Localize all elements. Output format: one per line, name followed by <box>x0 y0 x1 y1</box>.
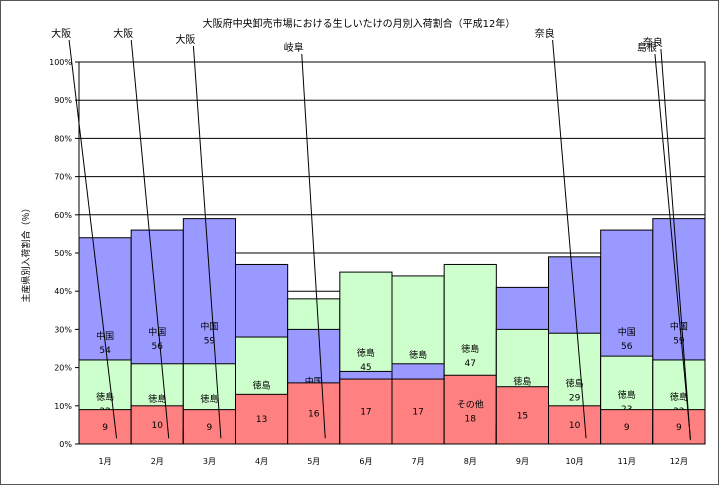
callout-label: 奈良 <box>535 27 555 40</box>
x-tick-label: 11月 <box>618 457 636 466</box>
y-tick-label: 20% <box>54 364 72 373</box>
segment-value-label: 9 <box>207 423 213 433</box>
segment-name-label: 徳島 <box>461 343 479 355</box>
bar-segment <box>391 378 445 445</box>
y-tick-label: 60% <box>54 211 72 220</box>
segment-value-label: 56 <box>152 342 164 352</box>
x-tick-label: 4月 <box>255 457 268 466</box>
chart-title: 大阪府中央卸売市場における生しいたけの月別入荷割合（平成12年） <box>203 17 516 30</box>
segment-value-label: 10 <box>152 421 164 431</box>
segment-name-label: 徳島 <box>566 378 584 390</box>
bar-segment <box>182 409 236 445</box>
segment-value-label: 29 <box>569 394 581 404</box>
segment-value-label: 18 <box>465 415 477 425</box>
segment-name-label: 徳島 <box>513 376 531 388</box>
segment-name-label: 中国 <box>96 330 114 342</box>
callout-leader <box>552 39 587 439</box>
callout-leader <box>660 48 691 441</box>
segment-value-label: 9 <box>102 423 108 433</box>
segment-name-label: 中国 <box>148 326 166 338</box>
callout-leader <box>130 39 170 439</box>
y-tick-label: 100% <box>49 58 72 67</box>
callout-leader <box>192 45 222 439</box>
y-tick-label: 50% <box>54 249 72 258</box>
segment-name-label: 徳島 <box>148 393 166 405</box>
y-tick-label: 80% <box>54 134 72 143</box>
segment-name-label: 徳島 <box>200 393 218 405</box>
segment-value-label: 54 <box>99 346 111 356</box>
y-tick-label: 0% <box>59 440 72 449</box>
segment-name-label: 徳島 <box>409 349 427 361</box>
bar-segment <box>339 378 393 445</box>
bar-segment <box>495 386 550 445</box>
segment-value-label: 16 <box>308 409 320 419</box>
callout-leader <box>301 53 326 439</box>
segment-name-label: 徳島 <box>253 380 271 392</box>
segment-name-label: 徳島 <box>357 347 375 359</box>
segment-value-label: 15 <box>517 411 528 421</box>
segment-value-label: 10 <box>569 421 581 431</box>
segment-name-label: 中国 <box>200 320 218 332</box>
x-tick-label: 9月 <box>516 457 529 466</box>
y-tick-label: 40% <box>54 287 72 296</box>
segment-name-label: 中国 <box>618 326 636 338</box>
plot-border <box>78 61 706 445</box>
x-tick-label: 7月 <box>412 457 425 466</box>
segment-value-label: 47 <box>465 359 476 369</box>
segment-value-label: 13 <box>256 415 267 425</box>
x-tick-label: 5月 <box>307 457 320 466</box>
x-tick-label: 12月 <box>670 457 688 466</box>
segment-name-label: 徳島 <box>96 391 114 403</box>
y-axis-label: 主産県別入荷割合（％） <box>20 203 32 302</box>
callout-label: 大阪 <box>175 33 195 46</box>
callout-leader <box>68 39 118 439</box>
segment-value-label: 59 <box>673 336 685 346</box>
callout-label: 大阪 <box>113 27 133 40</box>
segment-name-label: その他 <box>457 399 484 411</box>
x-tick-label: 6月 <box>359 457 372 466</box>
segment-name-label: 中国 <box>670 320 688 332</box>
x-tick-label: 10月 <box>565 457 583 466</box>
bar-segment <box>443 374 497 445</box>
y-tick-label: 30% <box>54 325 72 334</box>
x-tick-label: 1月 <box>99 457 112 466</box>
bar-segment <box>130 405 184 445</box>
segment-value-label: 56 <box>621 342 633 352</box>
y-tick-label: 90% <box>54 96 72 105</box>
x-axis-ticks: 1月 2月 3月 4月 5月 6月 7月 8月 9月 10月 11月 12月 <box>99 457 688 466</box>
segment-name-label: 徳島 <box>618 389 636 401</box>
callout-label: 島根 <box>637 41 657 54</box>
segment-value-label: 9 <box>624 423 630 433</box>
callout-label: 大阪 <box>51 27 71 40</box>
segment-value-label: 17 <box>360 408 371 418</box>
y-tick-label: 10% <box>54 402 72 411</box>
y-axis-ticks: 0% 10% 20% 30% 40% 50% 60% 70% 80% 90% 100% <box>49 58 79 449</box>
x-tick-label: 3月 <box>203 457 216 466</box>
bars: 中国54徳島22岐阜8島根4大阪39中国56徳島21岐阜6島根4大阪310中国5… <box>78 218 706 446</box>
callout-label: 岐阜 <box>284 41 304 54</box>
segment-name-label: 徳島 <box>670 391 688 403</box>
callout-label: 奈良 <box>643 36 663 49</box>
x-tick-label: 2月 <box>151 457 164 466</box>
segment-value-label: 9 <box>676 423 682 433</box>
callout-leader <box>654 53 691 439</box>
y-tick-label: 70% <box>54 173 72 182</box>
x-tick-label: 8月 <box>464 457 477 466</box>
segment-value-label: 17 <box>412 408 423 418</box>
segment-value-label: 45 <box>360 363 371 373</box>
segment-value-label: 59 <box>204 336 216 346</box>
